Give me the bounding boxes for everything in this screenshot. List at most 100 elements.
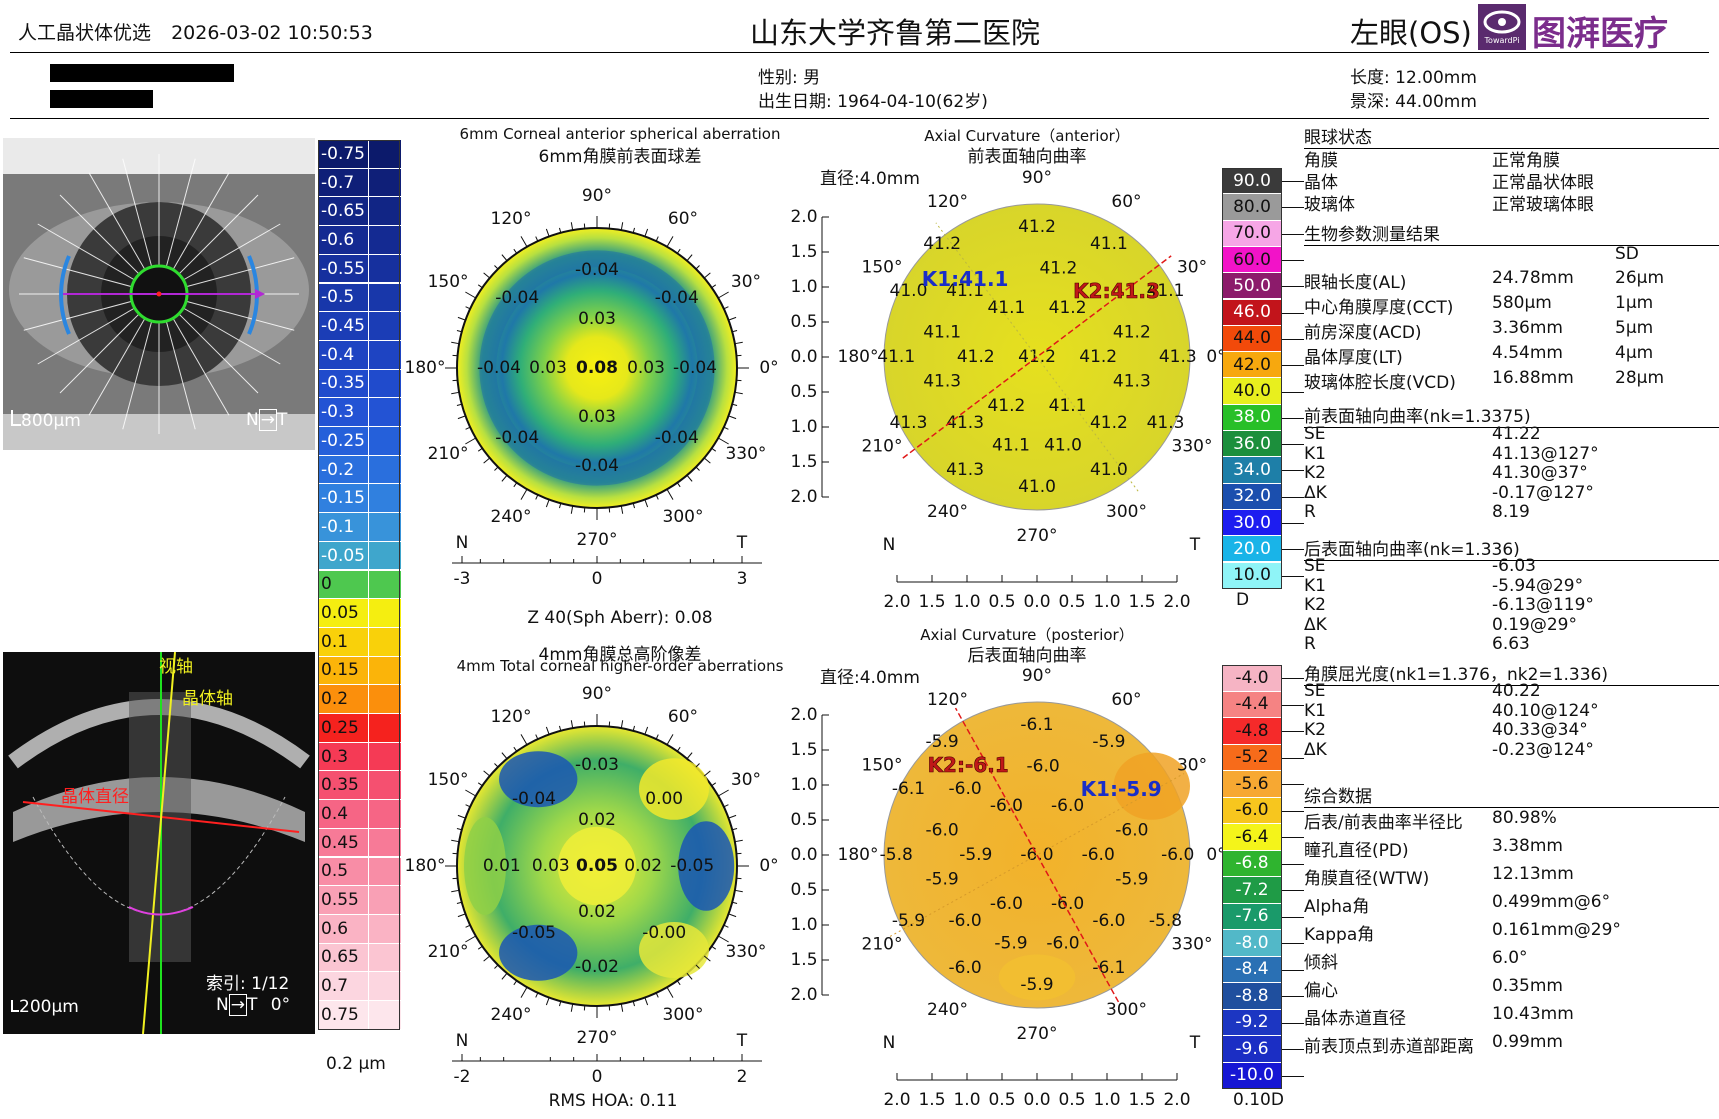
curv-scale-frame — [1222, 665, 1282, 1089]
angle-label: 240° — [491, 1005, 532, 1025]
curv-scale-row: -7.2 — [1222, 877, 1282, 904]
eye-status-title: 眼球状态 — [1304, 123, 1719, 149]
post-scale-unit: 0.10D — [1233, 1090, 1284, 1110]
radial-v-label: 0.0 — [790, 845, 817, 865]
hoa-scale-swatch — [368, 656, 401, 685]
hoa-scale-label: -0.4 — [321, 344, 355, 365]
dial-tick — [703, 955, 711, 962]
dial-tick — [732, 403, 738, 407]
hoa-title-cn: 4mm角膜总高阶像差 — [538, 645, 702, 665]
comp-label: 后表/前表曲率半径比 — [1304, 813, 1463, 833]
ant-curv-value: 8.19 — [1492, 502, 1530, 522]
map-value: -0.03 — [575, 755, 619, 775]
dial-tick — [558, 725, 562, 731]
map-value: 41.1 — [987, 298, 1025, 318]
dial-tick — [477, 945, 483, 950]
hoa-scale-swatch — [368, 197, 401, 226]
dial-tick — [477, 447, 483, 452]
map-value: 41.2 — [957, 347, 995, 367]
map-value: 41.2 — [1049, 298, 1087, 318]
radial-v-label: 0.5 — [790, 312, 817, 332]
bio-label: 中心角膜厚度(CCT) — [1304, 298, 1454, 318]
dial-tick — [545, 499, 550, 508]
curv-scale-row: -4.4 — [1222, 691, 1282, 718]
angle-label: 270° — [1017, 1024, 1058, 1044]
angle-label: 150° — [428, 272, 469, 292]
post-curv-label: SE — [1304, 556, 1326, 576]
angle-label: 210° — [862, 437, 903, 457]
curv-scale-tick — [1282, 943, 1304, 945]
dial-tick — [513, 746, 518, 752]
axis-n-label: N — [456, 533, 469, 553]
curv-scale-label: 80.0 — [1233, 196, 1271, 217]
sd-header: SD — [1615, 244, 1639, 264]
map-value: 41.2 — [987, 396, 1025, 416]
k2-label: K2:41.3 — [1073, 279, 1160, 303]
bio-value: 580μm — [1492, 293, 1552, 313]
dial-tick — [717, 291, 729, 299]
curv-scale-frame — [1222, 168, 1282, 589]
comp-value: 0.161mm@29° — [1492, 920, 1621, 940]
dial-tick — [465, 437, 477, 445]
angle-label: 180° — [838, 347, 879, 367]
map-value: 0.03 — [578, 309, 616, 329]
dial-tick — [520, 488, 528, 500]
ant-curv-label: SE — [1304, 424, 1326, 444]
curv-scale-tick — [1282, 391, 1304, 393]
curv-scale-row: 20.0 — [1222, 536, 1282, 563]
map-value: 0.08 — [576, 358, 618, 378]
comp-value: 10.43mm — [1492, 1004, 1574, 1024]
curv-scale-label: 36.0 — [1233, 433, 1271, 454]
dial-tick — [644, 499, 649, 508]
hoa-scale-label: 0 — [321, 574, 332, 595]
curv-scale-tick — [1282, 260, 1304, 262]
curv-scale-tick — [1282, 417, 1304, 419]
radial-v-label: 2.0 — [790, 985, 817, 1005]
hoa-scale-label: 0.35 — [321, 775, 359, 796]
hoa-map: 90° 60° 30° 0° 330° 300° 270° 240° 210° 180° 150° 1… — [405, 684, 779, 1087]
curv-scale-label: -6.8 — [1235, 853, 1269, 874]
angle-label: 90° — [582, 186, 612, 206]
curv-scale-row: 40.0 — [1222, 378, 1282, 405]
map-value: -6.1 — [1092, 958, 1125, 978]
dial-tick — [494, 265, 499, 270]
nt-orientation: N → T — [246, 409, 288, 431]
comp-value: 0.35mm — [1492, 976, 1563, 996]
map-value: -6.0 — [1027, 756, 1060, 776]
eye-scale-label: 800μm — [11, 410, 81, 431]
radial-v-label: 2.0 — [790, 487, 817, 507]
map-value: -0.05 — [512, 923, 556, 943]
angle-label: 120° — [491, 209, 532, 229]
hoa-scale-swatch — [368, 369, 401, 398]
dial-tick — [513, 248, 518, 254]
dial-tick — [717, 437, 729, 445]
dial-tick — [703, 770, 711, 777]
hoa-scale-label: -0.65 — [321, 201, 365, 222]
map-value: -6.0 — [990, 796, 1023, 816]
dial-tick — [520, 734, 528, 746]
dial-tick — [545, 997, 550, 1006]
curv-scale-label: 60.0 — [1233, 249, 1271, 270]
post-diameter: 直径:4.0mm — [820, 668, 920, 688]
hoa-scale-swatch — [368, 771, 401, 800]
dial-tick — [451, 391, 460, 395]
map-value: 41.1 — [1147, 281, 1185, 301]
angle-label: 270° — [577, 530, 618, 550]
hoa-scale-label: -0.6 — [321, 229, 355, 250]
comp-value: 6.0° — [1492, 948, 1528, 968]
oct-graphic — [8, 651, 310, 1035]
hoa-summary: RMS HOA: 0.11 — [548, 1091, 678, 1111]
curv-scale-label: 46.0 — [1233, 302, 1271, 323]
dial-tick — [732, 827, 738, 831]
dial-tick — [695, 964, 700, 969]
hoa-title-en: 4mm Total corneal higher-order aberratio… — [456, 657, 784, 675]
dial-tick — [501, 254, 508, 262]
hoa-scale-label: -0.45 — [321, 316, 365, 337]
dial-tick — [451, 889, 460, 893]
hoa-scale-label: -0.25 — [321, 430, 365, 451]
hoa-scale-swatch — [368, 226, 401, 254]
orientation-arrow-icon: → — [228, 994, 247, 1016]
angle-label: 120° — [927, 690, 968, 710]
angle-label: 90° — [582, 684, 612, 704]
eye-status-value: 正常玻璃体眼 — [1492, 195, 1594, 215]
